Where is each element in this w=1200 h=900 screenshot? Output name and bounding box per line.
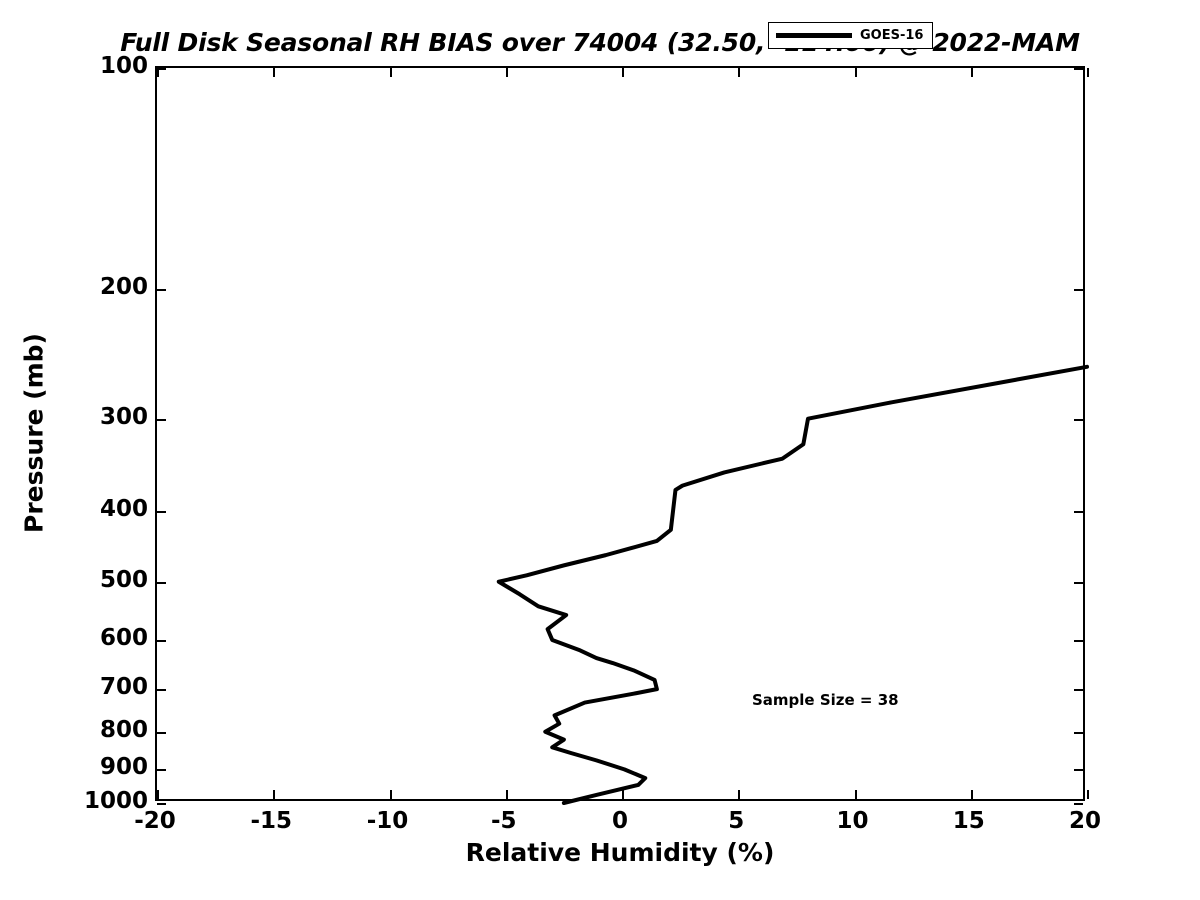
y-tick-700 — [157, 689, 166, 692]
x-tick-top--20 — [157, 68, 159, 77]
y-tick-right-700 — [1074, 689, 1083, 692]
x-tick-top-10 — [854, 68, 857, 77]
y-tick-label-100: 100 — [99, 53, 148, 79]
x-tick-label-0: 0 — [611, 808, 629, 834]
y-tick-right-900 — [1074, 769, 1083, 772]
x-tick-top--5 — [505, 68, 508, 77]
y-tick-500 — [157, 581, 166, 584]
y-tick-900 — [157, 769, 166, 772]
x-tick-top--10 — [389, 68, 392, 77]
x-tick-5 — [738, 790, 741, 799]
x-tick--5 — [505, 790, 508, 799]
x-tick-0 — [622, 790, 624, 799]
x-tick--15 — [273, 790, 276, 799]
plot-area — [155, 66, 1089, 805]
y-tick-300 — [157, 418, 166, 421]
chart-title: Full Disk Seasonal RH BIAS over 74004 (3… — [120, 28, 1080, 57]
x-tick-label--5: -5 — [490, 808, 517, 834]
x-tick-top-5 — [738, 68, 741, 77]
x-tick-top-15 — [970, 68, 973, 77]
x-tick-top-20 — [1087, 68, 1089, 77]
legend-line-swatch — [776, 33, 852, 38]
y-tick-right-100 — [1074, 68, 1083, 70]
x-tick-label--15: -15 — [250, 808, 293, 834]
y-tick-600 — [157, 639, 166, 642]
y-tick-label-300: 300 — [99, 403, 148, 430]
x-tick-label-10: 10 — [836, 808, 869, 834]
x-tick-15 — [970, 790, 973, 799]
y-tick-200 — [157, 289, 166, 292]
y-tick-label-700: 700 — [99, 674, 148, 701]
x-tick--10 — [389, 790, 392, 799]
y-tick-right-600 — [1074, 639, 1083, 642]
y-tick-right-200 — [1074, 289, 1083, 292]
y-tick-400 — [157, 510, 166, 513]
y-tick-label-400: 400 — [99, 495, 148, 522]
x-tick-10 — [854, 790, 857, 799]
x-tick--20 — [157, 790, 159, 799]
y-tick-800 — [157, 731, 166, 734]
y-tick-right-500 — [1074, 581, 1083, 584]
x-tick-20 — [1087, 790, 1089, 799]
y-axis-label: Pressure (mb) — [19, 333, 49, 533]
y-tick-label-800: 800 — [99, 716, 148, 743]
y-tick-100 — [157, 68, 166, 70]
sample-size-annotation: Sample Size = 38 — [752, 691, 899, 709]
y-tick-right-1000 — [1074, 803, 1083, 805]
y-tick-label-1000: 1000 — [83, 788, 148, 814]
y-tick-1000 — [157, 803, 166, 805]
y-tick-label-200: 200 — [99, 274, 148, 301]
y-tick-right-800 — [1074, 731, 1083, 734]
y-tick-right-400 — [1074, 510, 1083, 513]
y-tick-label-500: 500 — [99, 566, 148, 593]
x-tick-label-20: 20 — [1068, 808, 1102, 834]
chart-legend: GOES-16 — [768, 22, 934, 49]
y-tick-label-600: 600 — [99, 624, 148, 651]
y-tick-label-900: 900 — [99, 754, 148, 781]
x-tick-top--15 — [273, 68, 276, 77]
x-tick-label-5: 5 — [728, 808, 745, 834]
x-tick-label--20: -20 — [134, 808, 176, 834]
legend-label-goes-16: GOES-16 — [860, 28, 924, 43]
y-tick-right-300 — [1074, 418, 1083, 421]
x-tick-top-0 — [622, 68, 624, 77]
x-tick-label--10: -10 — [366, 808, 409, 834]
x-axis-label: Relative Humidity (%) — [465, 838, 775, 867]
series-line-goes-16 — [496, 364, 1089, 805]
data-series-svg — [496, 364, 1089, 805]
x-tick-label-15: 15 — [952, 808, 985, 834]
